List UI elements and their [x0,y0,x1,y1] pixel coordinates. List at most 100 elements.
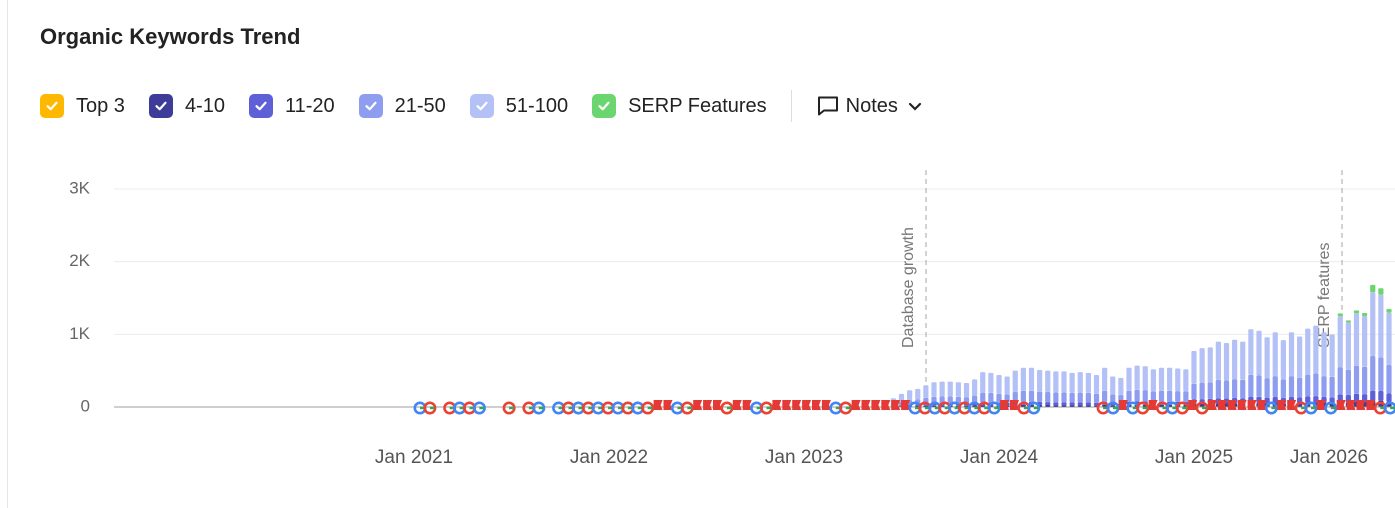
bar-segment [1386,312,1392,365]
bar-segment [1288,332,1295,377]
notes-button[interactable]: Notes [816,94,932,118]
google-update-marker [987,401,1001,415]
google-update-marker [759,401,773,415]
bar-segment [1134,389,1140,402]
bar-segment [1093,375,1100,394]
legend-checkbox[interactable] [148,94,173,118]
google-update-marker [680,401,694,415]
flag-marker [1188,400,1198,410]
bar-segment [947,381,953,397]
bar-segment [1345,369,1351,396]
bar-segment [1240,341,1246,380]
legend-item[interactable]: 11-20 [248,94,335,118]
bar-segment [1223,380,1230,399]
bar-segment [988,392,994,403]
bar-segment [1370,292,1376,357]
x-tick-label: Jan 2026 [1290,447,1368,468]
bar-segment [1386,309,1392,313]
flag-marker [1118,400,1128,410]
bar-segment [1378,288,1384,295]
y-tick-label: 3K [69,178,90,197]
flag-marker [821,400,831,410]
bar-segment [1288,376,1295,398]
legend-checkbox[interactable] [40,94,64,118]
bar-segment [1305,374,1311,397]
google-update-marker [1304,401,1318,415]
legend-label: 4-10 [184,94,225,117]
legend-item[interactable]: SERP Features [592,94,767,118]
bar-segment [972,395,978,404]
google-update-marker [472,401,486,415]
google-update-marker [1027,401,1041,415]
bar-segment [1362,366,1368,395]
bar-segment [1199,348,1205,383]
bar-segment [1102,404,1108,407]
flag-marker [1336,400,1346,410]
legend-item[interactable]: 21-50 [358,94,446,118]
flag-marker [871,400,881,410]
bar-segment [972,379,978,396]
bar-segment [1118,377,1124,395]
google-update-marker [1324,401,1338,415]
bar-segment [1150,391,1156,402]
bar-segment [1150,369,1156,392]
flag-marker [861,400,871,410]
bar-segment [1158,404,1165,407]
bar-segment [1085,402,1091,406]
bar-segment [1028,367,1035,391]
bar-segment [1280,379,1286,398]
legend-label: 11-20 [284,94,335,117]
lower-background [0,415,1395,508]
bar-segment [1053,371,1059,393]
bar-segment [1272,376,1278,398]
bar-segment [1045,391,1051,403]
bar-segment [1077,405,1083,407]
flag-marker [812,400,821,410]
flag-marker [653,400,663,410]
bar-segment [1337,367,1343,395]
flag-marker [693,400,703,410]
bar-segment [1085,372,1091,393]
bar-segment [1053,402,1059,406]
bar-segment [1061,392,1067,403]
flag-marker [1227,400,1237,410]
bar-segment [1158,367,1165,391]
bar-segment [1207,382,1213,399]
bar-segment [1297,336,1303,378]
bar-segment [1223,343,1230,381]
bar-segment [915,388,921,400]
google-update-marker [423,401,437,415]
bar-segment [1110,376,1116,395]
bar-segment [1183,369,1189,392]
bar-segment [1110,394,1116,403]
google-update-marker [641,401,655,415]
bar-segment [1313,325,1319,374]
bar-segment [1297,377,1303,398]
bar-segment [1321,376,1327,398]
bar-segment [1353,313,1360,366]
legend-item[interactable]: 4-10 [148,94,225,118]
flag-marker [901,400,911,410]
bar-segment [1020,390,1026,402]
y-tick-label: 0 [81,396,90,415]
bar-segment [1362,315,1368,367]
bar-segment [1069,402,1075,406]
flag-marker [742,400,752,410]
legend-item[interactable]: 51-100 [469,94,569,118]
bar-segment [1077,392,1083,403]
bar-segment [1045,402,1051,406]
google-update-marker [1383,401,1395,415]
legend-item[interactable]: Top 3 [40,94,125,118]
bar-segment [980,392,986,403]
legend-checkbox[interactable] [592,94,617,118]
bar-segment [1045,405,1051,407]
bar-segment [1256,375,1262,397]
legend-checkbox[interactable] [358,94,383,118]
bar-segment [1353,393,1360,402]
google-update-marker [720,401,734,415]
legend-checkbox[interactable] [469,94,494,118]
legend-checkbox[interactable] [248,94,273,118]
legend-label: 51-100 [505,94,569,117]
